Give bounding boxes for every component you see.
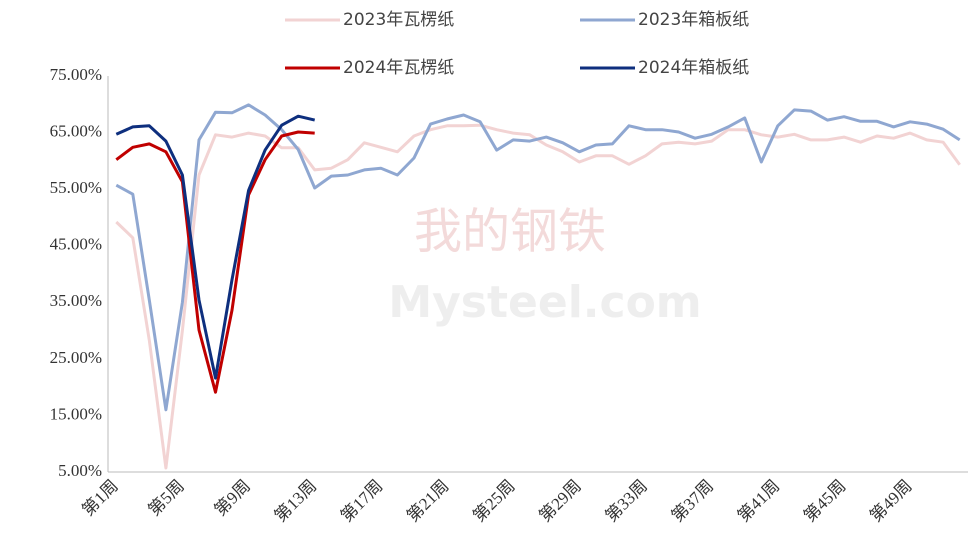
x-tick-label: 第9周: [211, 476, 254, 519]
watermark: 我的钢铁: [414, 204, 606, 260]
x-tick-label: 第5周: [145, 476, 188, 519]
x-tick-label: 第29周: [535, 476, 584, 525]
legend-label: 2024年瓦楞纸: [343, 58, 454, 78]
y-tick-label: 25.00%: [50, 348, 102, 367]
watermark-sub: Mysteel.com: [388, 277, 701, 328]
x-tick-label: 第49周: [866, 476, 915, 525]
x-tick-label: 第41周: [734, 476, 783, 525]
y-tick-label: 45.00%: [50, 235, 102, 254]
x-tick-label: 第17周: [337, 476, 386, 525]
x-tick-label: 第13周: [271, 476, 320, 525]
y-tick-label: 15.00%: [50, 404, 102, 423]
legend-label: 2023年箱板纸: [638, 10, 749, 30]
series-line: [115, 103, 961, 412]
legend-label: 2023年瓦楞纸: [343, 10, 454, 30]
y-tick-label: 75.00%: [50, 65, 102, 84]
x-tick-label: 第33周: [602, 476, 651, 525]
x-tick-label: 第25周: [469, 476, 518, 525]
y-tick-label: 65.00%: [50, 121, 102, 140]
x-tick-label: 第21周: [403, 476, 452, 525]
y-tick-label: 5.00%: [58, 461, 102, 480]
y-tick-label: 55.00%: [50, 178, 102, 197]
x-tick-label: 第37周: [668, 476, 717, 525]
series-line: [115, 130, 315, 394]
x-tick-label: 第45周: [800, 476, 849, 525]
series-line: [115, 114, 316, 380]
x-tick-label: 第1周: [78, 476, 121, 519]
legend-label: 2024年箱板纸: [638, 58, 749, 78]
y-tick-label: 35.00%: [50, 291, 102, 310]
